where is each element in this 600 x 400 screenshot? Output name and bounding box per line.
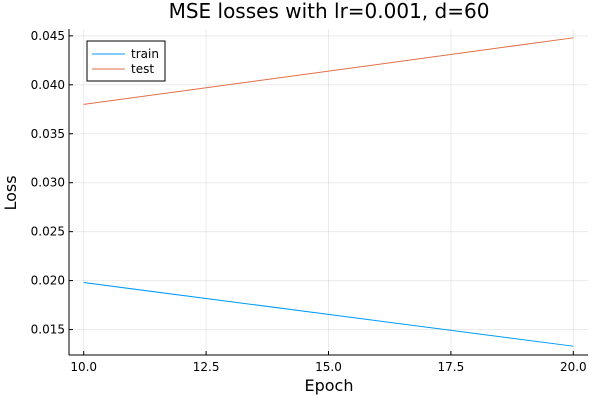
series-layer bbox=[83, 37, 574, 347]
series-line-train bbox=[83, 282, 574, 347]
y-tick-label: 0.035 bbox=[31, 127, 65, 141]
x-tick-label: 20.0 bbox=[560, 360, 587, 374]
legend-label-test: test bbox=[131, 62, 154, 76]
x-tick-label: 15.0 bbox=[315, 360, 342, 374]
x-axis-label: Epoch bbox=[305, 376, 354, 395]
chart-title: MSE losses with lr=0.001, d=60 bbox=[169, 0, 490, 23]
y-tick-label: 0.025 bbox=[31, 225, 65, 239]
x-tick-label: 17.5 bbox=[438, 360, 465, 374]
x-tick-label: 10.0 bbox=[70, 360, 97, 374]
y-tick-label: 0.030 bbox=[31, 176, 65, 190]
ticks-layer: 10.0 12.5 15.0 17.5 20.0 0.015 0.020 0.025 0.030… bbox=[31, 29, 587, 374]
y-tick-label: 0.015 bbox=[31, 323, 65, 337]
x-tick-label: 12.5 bbox=[193, 360, 220, 374]
y-tick-label: 0.045 bbox=[31, 29, 65, 43]
legend-box bbox=[86, 40, 166, 82]
series-line-test bbox=[83, 37, 574, 105]
grid-layer bbox=[69, 29, 588, 355]
y-tick-label: 0.040 bbox=[31, 78, 65, 92]
y-axis-label: Loss bbox=[1, 175, 20, 210]
y-tick-label: 0.020 bbox=[31, 274, 65, 288]
legend-label-train: train bbox=[131, 47, 159, 61]
